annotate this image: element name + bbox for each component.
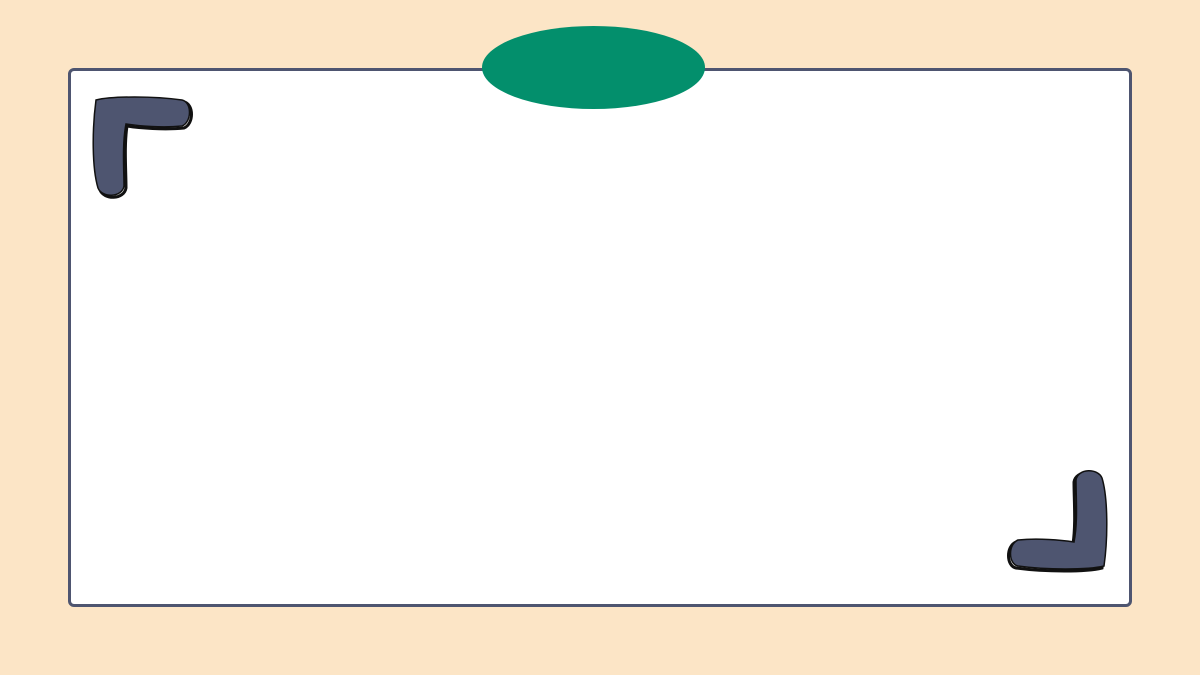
bottom-right-corner-bracket-icon (1007, 470, 1108, 573)
title-badge-oval (482, 26, 705, 109)
top-left-corner-bracket-icon (92, 96, 193, 199)
content-frame (68, 68, 1132, 607)
